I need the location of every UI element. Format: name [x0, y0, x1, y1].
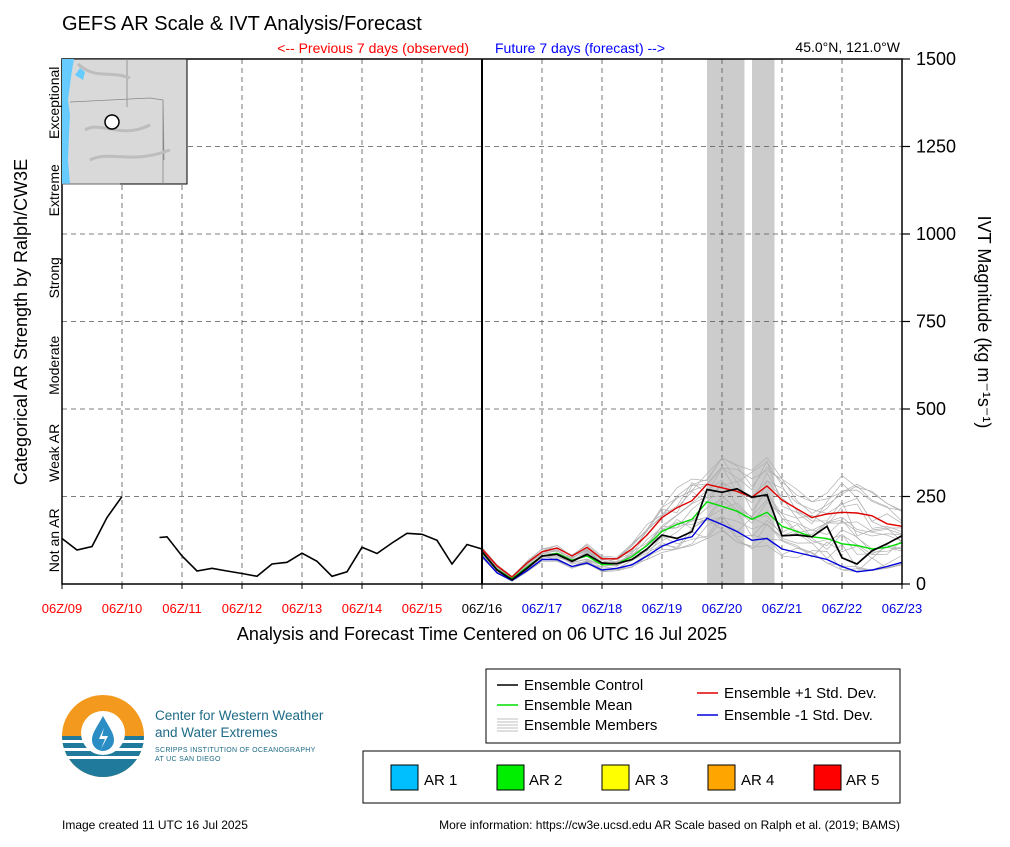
y-tick-label-0: 0	[916, 574, 926, 594]
series-line-ensemble-control	[481, 487, 903, 581]
ensemble-member-line	[481, 472, 903, 579]
logo-line2: and Water Extremes	[155, 725, 278, 740]
ar5-label: AR 5	[846, 772, 879, 789]
chart-title: GEFS AR Scale & IVT Analysis/Forecast	[62, 13, 422, 35]
x-tick-label-2: 06Z/11	[162, 601, 202, 616]
y-tick-label-4: 1000	[916, 224, 956, 244]
y-tick-label-3: 750	[916, 312, 946, 332]
y-axis-ticks: 0 250 500 750 1000 1250 1500	[902, 49, 956, 594]
y-tick-label-6: 1500	[916, 49, 956, 69]
ar5-swatch	[813, 764, 842, 791]
category-label-5: Exceptional	[46, 67, 62, 139]
logo-line1: Center for Western Weather	[155, 708, 324, 723]
ensemble-member-line	[481, 480, 903, 579]
left-axis-label: Categorical AR Strength by Ralph/CW3E	[11, 159, 31, 485]
location-inset-map	[61, 58, 188, 185]
series-line-ensemble-1-std-dev-	[481, 517, 903, 582]
image-created-note: Image created 11 UTC 16 Jul 2025	[62, 818, 248, 832]
category-label-2: Moderate	[46, 336, 62, 395]
lightning-icon	[99, 728, 108, 749]
category-label-1: Weak AR	[46, 424, 62, 482]
state-borders	[62, 59, 165, 185]
category-label-3: Strong	[46, 257, 62, 298]
legend-label-plus-std: Ensemble +1 Std. Dev.	[724, 685, 877, 702]
series-lines	[61, 483, 903, 582]
ensemble-member-line	[481, 502, 903, 580]
observed-ivt-line-0	[61, 496, 123, 551]
series-line-ensemble-1-std-dev-	[481, 483, 903, 578]
x-tick-label-5: 06Z/14	[342, 601, 382, 616]
ar1-label: AR 1	[424, 772, 457, 789]
location-marker	[104, 114, 120, 130]
x-tick-label-12: 06Z/21	[762, 601, 802, 616]
series-line-ensemble-mean	[481, 500, 903, 580]
category-labels: Not an AR Weak AR Moderate Strong Extreme Exc…	[46, 67, 62, 573]
x-tick-label-13: 06Z/22	[822, 601, 862, 616]
ar3-swatch	[601, 764, 630, 791]
right-axis-label: IVT Magnitude (kg m⁻¹s⁻¹)	[974, 216, 994, 429]
x-tick-label-14: 06Z/23	[882, 601, 922, 616]
grid-lines	[62, 59, 902, 584]
ar2-swatch	[496, 764, 525, 791]
cw3e-logo: Center for Western Weather and Water Ext…	[62, 695, 324, 777]
y-tick-label-2: 500	[916, 399, 946, 419]
logo-line3: SCRIPPS INSTITUTION OF OCEANOGRAPHY	[155, 747, 316, 754]
ar4-label: AR 4	[741, 772, 774, 789]
legend-label-mean: Ensemble Mean	[524, 697, 632, 714]
x-tick-label-9: 06Z/18	[582, 601, 622, 616]
ensemble-member-line	[481, 456, 903, 577]
ensemble-member-line	[481, 460, 903, 578]
x-tick-label-0: 06Z/09	[42, 601, 82, 616]
x-tick-label-10: 06Z/19	[642, 601, 682, 616]
ar2-label: AR 2	[529, 772, 562, 789]
logo-line4: AT UC SAN DIEGO	[155, 756, 221, 763]
previous-days-label: <-- Previous 7 days (observed)	[277, 40, 469, 56]
observed-ivt-line-1	[159, 532, 483, 578]
more-info-note: More information: https://cw3e.ucsd.edu …	[439, 818, 900, 832]
ensemble-member-line	[481, 457, 903, 578]
legend-swatch-members	[497, 718, 518, 732]
lines-legend: Ensemble Control Ensemble Mean Ensemble …	[485, 668, 901, 744]
y-tick-label-1: 250	[916, 487, 946, 507]
x-tick-label-11: 06Z/20	[702, 601, 742, 616]
x-tick-label-3: 06Z/12	[222, 601, 262, 616]
x-tick-label-4: 06Z/13	[282, 601, 322, 616]
ensemble-member-line	[481, 466, 903, 578]
x-axis-label: Analysis and Forecast Time Centered on 0…	[237, 624, 727, 644]
ensemble-member-line	[481, 529, 903, 582]
ocean-shape	[62, 59, 74, 184]
ar3-label: AR 3	[635, 772, 668, 789]
sound-shape	[75, 68, 85, 80]
x-tick-label-1: 06Z/10	[102, 601, 142, 616]
legend-label-control: Ensemble Control	[524, 677, 643, 694]
location-label: 45.0°N, 121.0°W	[795, 39, 900, 55]
x-tick-label-7: 06Z/16	[462, 601, 502, 616]
category-label-0: Not an AR	[46, 508, 62, 572]
x-axis-ticks: 06Z/09 06Z/10 06Z/11 06Z/12 06Z/13 06Z/14 06Z/…	[42, 584, 922, 616]
x-tick-label-6: 06Z/15	[402, 601, 442, 616]
ar1-swatch	[390, 764, 419, 791]
water-drop-icon	[92, 716, 114, 751]
shaded-period-1	[752, 59, 775, 584]
y-tick-label-5: 1250	[916, 137, 956, 157]
ensemble-member-line	[481, 514, 903, 581]
ar-legend: AR 1 AR 2 AR 3 AR 4 AR 5	[362, 750, 901, 804]
ar4-swatch	[707, 764, 736, 791]
legend-label-members: Ensemble Members	[524, 717, 657, 734]
future-days-label: Future 7 days (forecast) -->	[495, 40, 665, 56]
legend-label-minus-std: Ensemble -1 Std. Dev.	[724, 707, 873, 724]
category-label-4: Extreme	[46, 164, 62, 216]
x-tick-label-8: 06Z/17	[522, 601, 562, 616]
